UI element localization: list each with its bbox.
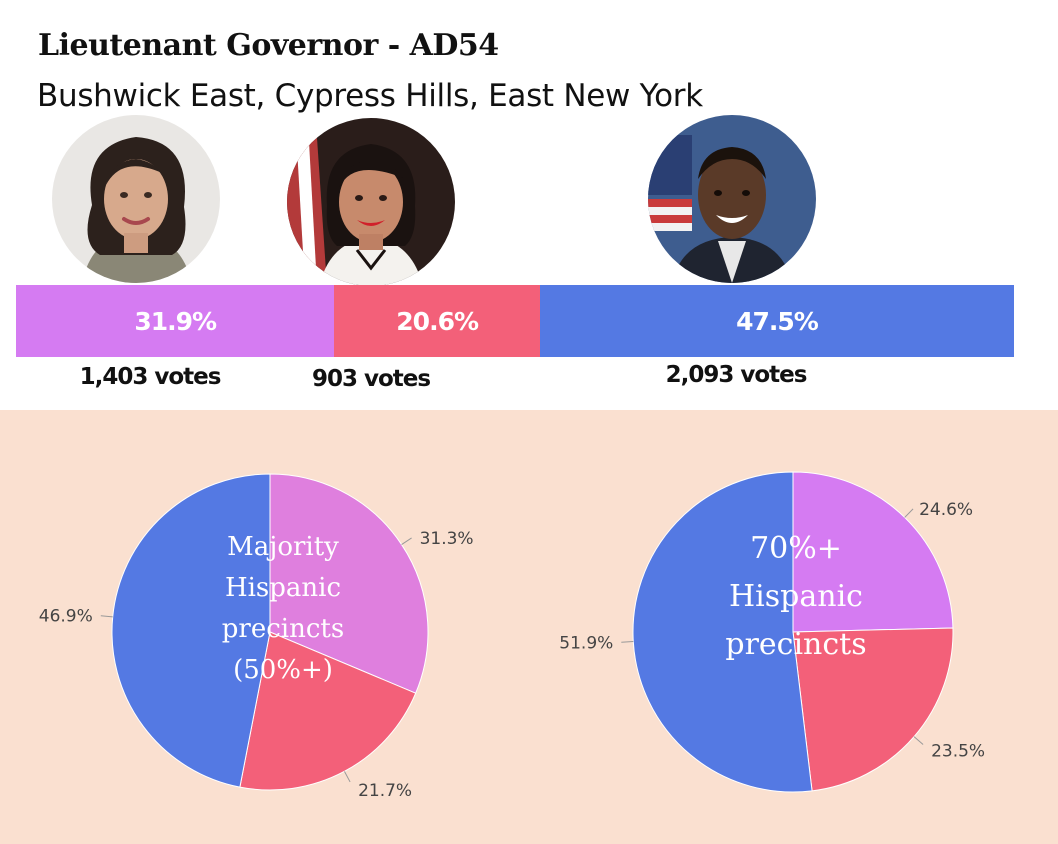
pie1-title-line-3: (50%+) xyxy=(233,655,333,685)
bar-segment-candidate-c: 47.5% xyxy=(539,285,1014,357)
votes-label-candidate-b: 903 votes xyxy=(311,366,431,392)
pie2-leader-0 xyxy=(904,508,914,518)
pie2-slice-1 xyxy=(792,627,954,792)
votes-label-candidate-a: 1,403 votes xyxy=(79,364,222,390)
pie1-slice-0 xyxy=(269,473,429,694)
pie1-leader-1 xyxy=(343,771,351,783)
candidate-a-portrait xyxy=(52,115,220,283)
votes-label-candidate-c: 2,093 votes xyxy=(665,362,808,388)
pie1-slice-1 xyxy=(239,631,417,791)
pie1-title-line-2: precincts xyxy=(222,614,344,644)
pie-panel: 31.3% 21.7% 46.9% Majority Hispanic precincts… xyxy=(0,410,1058,844)
pie1-label-0: 31.3% xyxy=(420,529,474,549)
bar-segment-candidate-a: 31.9% xyxy=(16,285,335,357)
chart-subtitle: Bushwick East, Cypress Hills, East New Y… xyxy=(37,78,703,114)
pie-charts: 31.3% 21.7% 46.9% Majority Hispanic precincts… xyxy=(39,471,985,801)
candidate-c-portrait xyxy=(648,115,816,283)
chart-title: Lieutenant Governor - AD54 xyxy=(38,28,499,63)
bar-segment-candidate-b: 20.6% xyxy=(334,285,540,357)
pie2-title-line-1: Hispanic xyxy=(729,579,863,614)
pie2-slice-0 xyxy=(792,471,954,633)
pie1-leader-0 xyxy=(401,537,412,545)
pie2-label-2: 51.9% xyxy=(559,633,613,653)
pie2-title-line-0: 70%+ xyxy=(750,531,842,566)
pie1-label-2: 46.9% xyxy=(39,607,93,627)
pie2-label-0: 24.6% xyxy=(919,500,973,520)
pie2-leader-2 xyxy=(621,641,634,643)
stacked-bar: 31.9% 20.6% 47.5% xyxy=(16,285,1014,357)
pie2-title-line-2: precincts xyxy=(725,627,866,662)
pie1-label-1: 21.7% xyxy=(358,781,412,801)
pie2-leader-1 xyxy=(913,736,924,745)
pie2-label-1: 23.5% xyxy=(931,742,985,762)
pie1-leader-2 xyxy=(100,615,113,618)
pie1-title-line-1: Hispanic xyxy=(225,573,341,603)
candidate-b-portrait xyxy=(287,118,455,286)
pie1-title-line-0: Majority xyxy=(227,532,339,562)
pie1-slice-2 xyxy=(111,473,271,788)
